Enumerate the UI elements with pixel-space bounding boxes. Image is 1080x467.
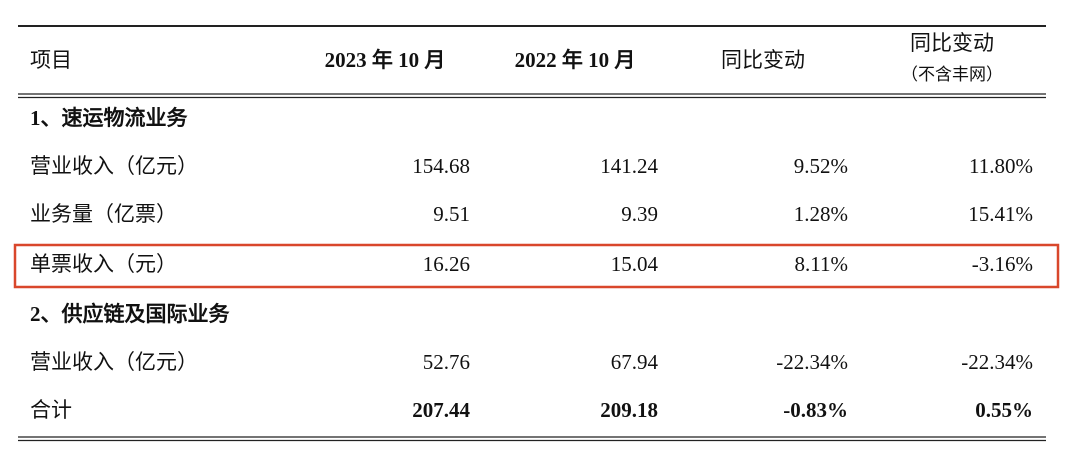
cell: -22.34% <box>961 350 1033 374</box>
cell: 8.11% <box>795 252 848 276</box>
header-cell: 2022 年 10 月 <box>515 48 636 72</box>
row-label: 营业收入（亿元） <box>30 350 198 374</box>
row-label: 合计 <box>30 398 72 422</box>
cell: 9.52% <box>794 154 848 178</box>
cell: 141.24 <box>600 154 658 178</box>
cell: -0.83% <box>783 398 848 422</box>
row-label: 营业收入（亿元） <box>30 154 198 178</box>
header-cell: 同比变动 <box>721 48 805 72</box>
cell: 15.04 <box>611 252 659 276</box>
cell: 154.68 <box>412 154 470 178</box>
cell: 15.41% <box>968 202 1033 226</box>
cell: 67.94 <box>611 350 659 374</box>
cell: 9.39 <box>621 202 658 226</box>
row-label: 业务量（亿票） <box>30 202 177 226</box>
cell: 1.28% <box>794 202 848 226</box>
cell: 0.55% <box>975 398 1033 422</box>
header-cell: 项目 <box>30 48 72 72</box>
section-label: 2、供应链及国际业务 <box>30 302 230 326</box>
cell: 52.76 <box>423 350 470 374</box>
header-cell: 同比变动 <box>910 31 994 55</box>
cell: 11.80% <box>969 154 1033 178</box>
cell: 9.51 <box>433 202 470 226</box>
cell: -22.34% <box>776 350 848 374</box>
header-cell: 2023 年 10 月 <box>325 48 446 72</box>
highlight-box <box>13 243 1060 289</box>
cell: 207.44 <box>412 398 470 422</box>
row-label: 单票收入（元） <box>30 252 177 276</box>
cell: 16.26 <box>423 252 470 276</box>
section-label: 1、速运物流业务 <box>30 106 188 130</box>
cell: 209.18 <box>600 398 658 422</box>
cell: -3.16% <box>972 252 1033 276</box>
header-note: （不含丰网） <box>901 65 1003 84</box>
